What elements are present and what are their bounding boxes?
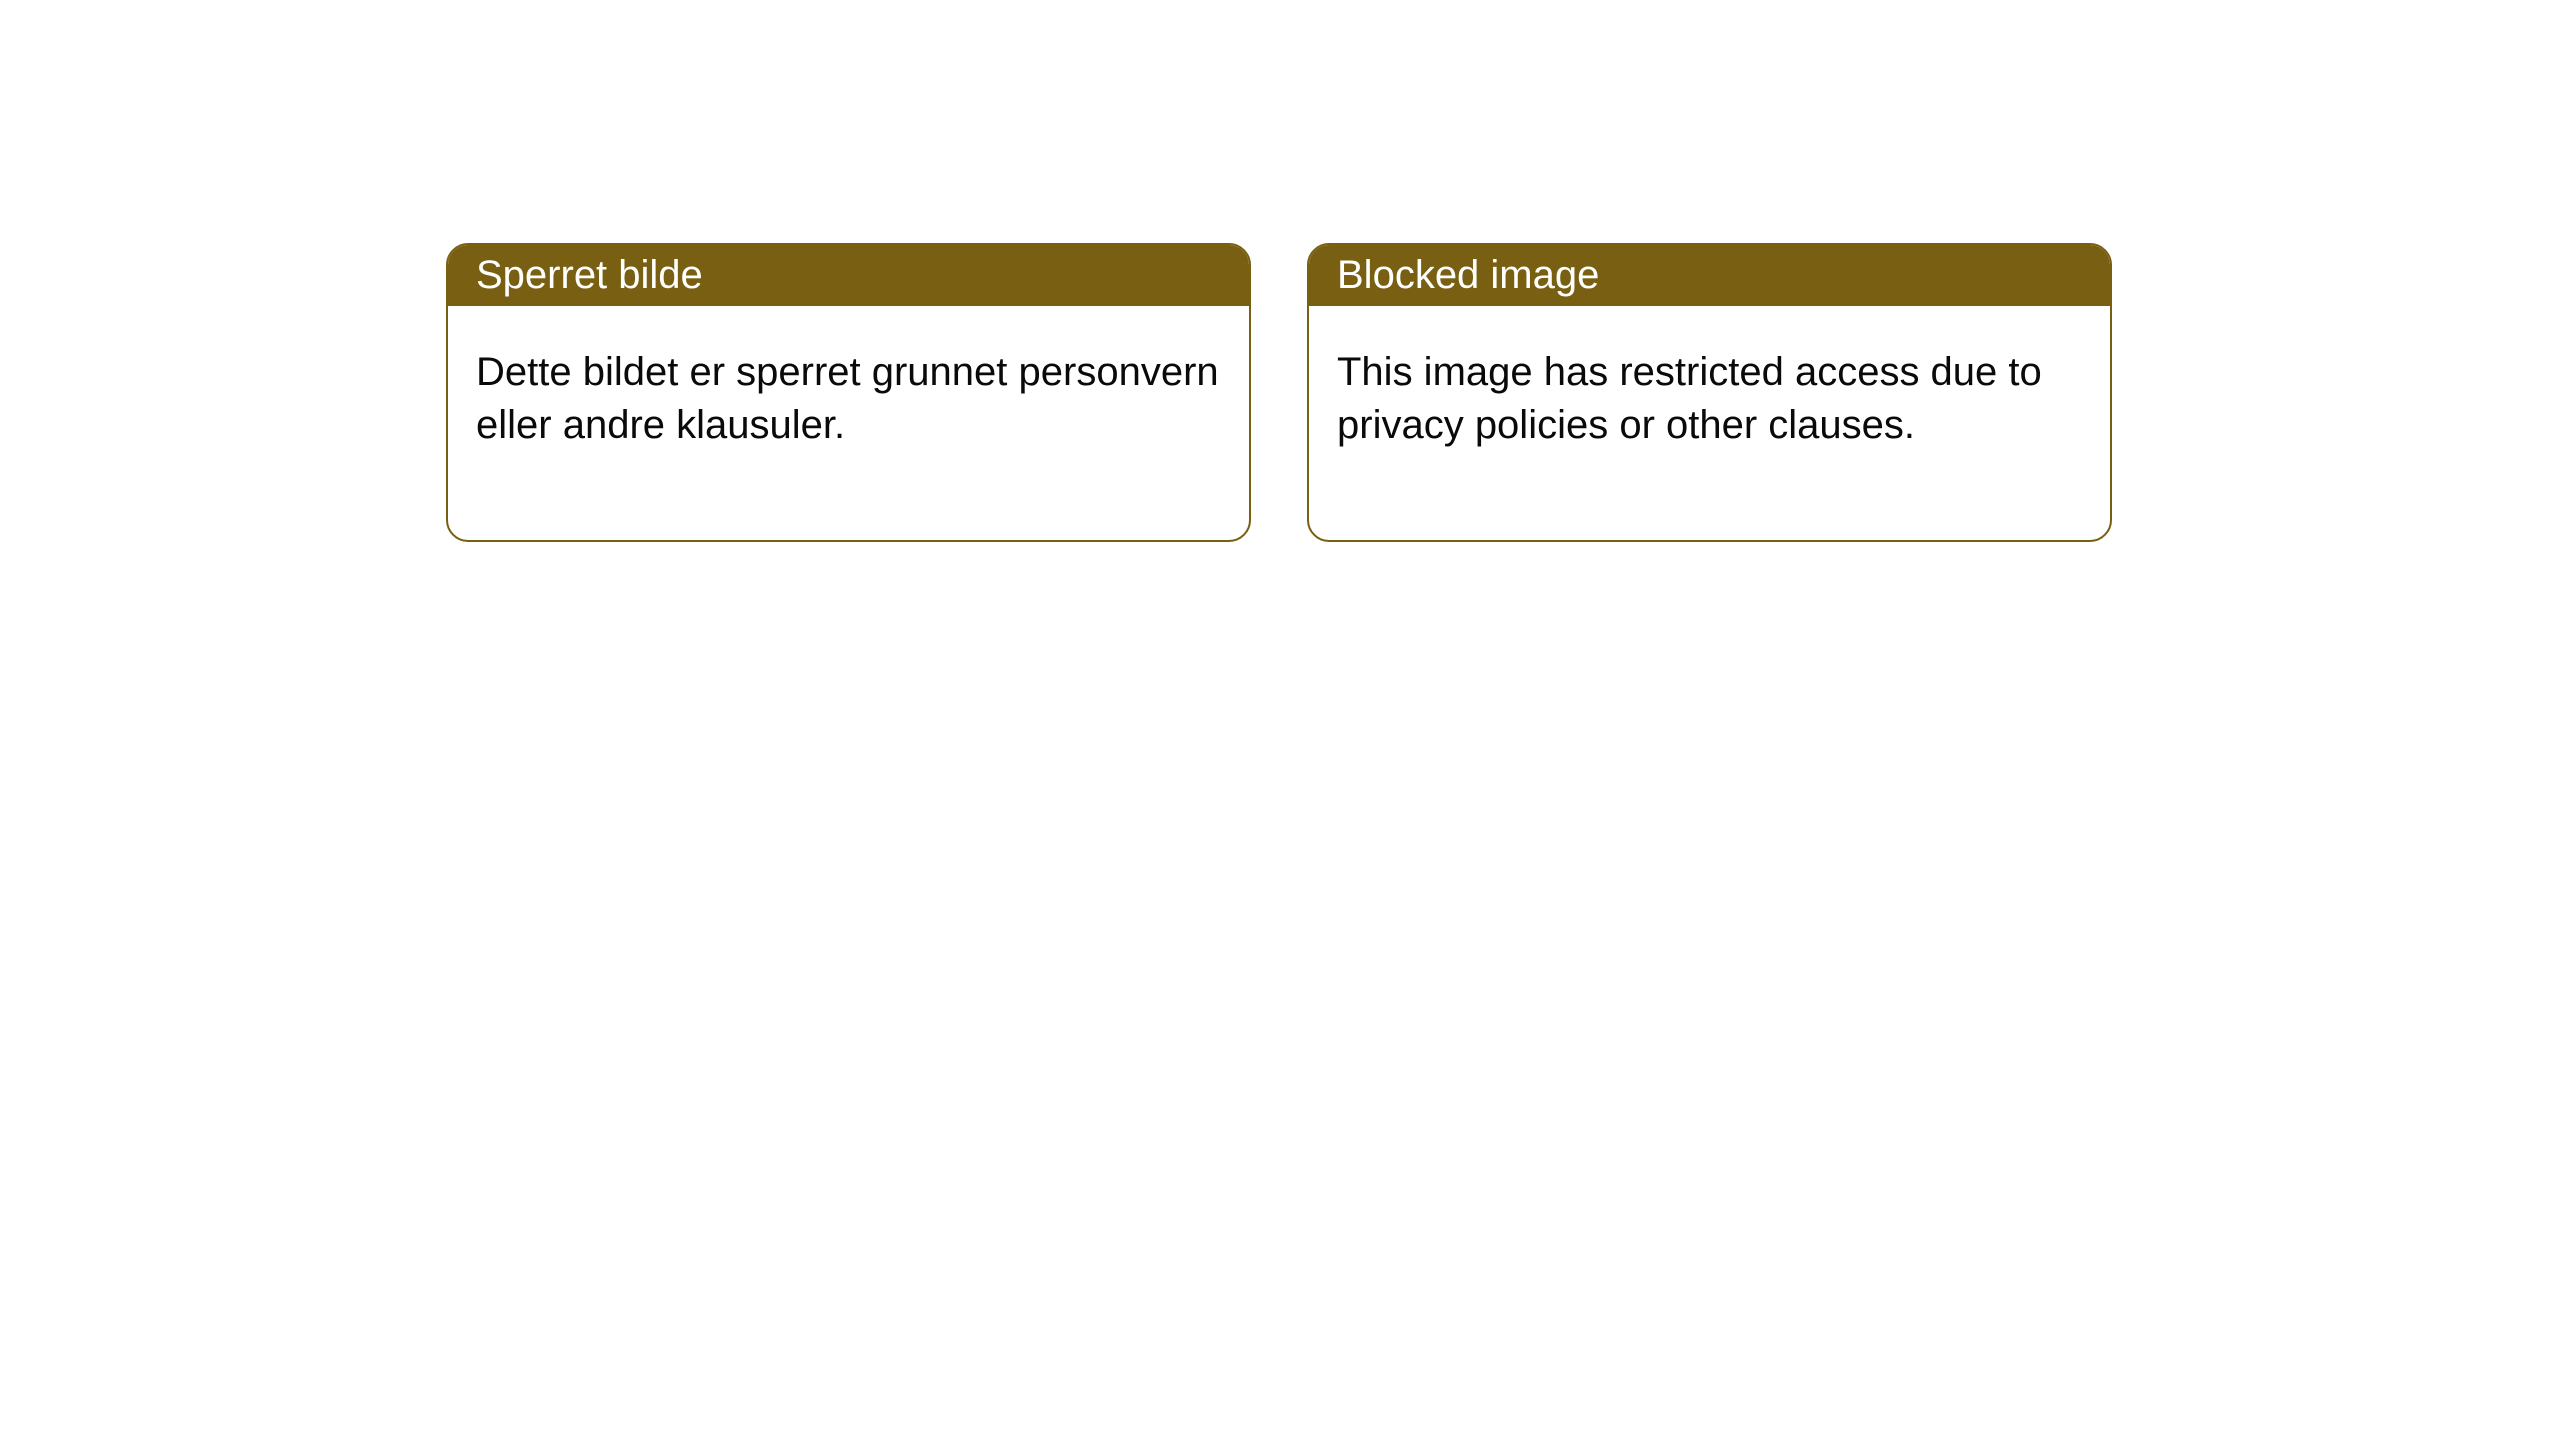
card-body-text: Dette bildet er sperret grunnet personve… <box>476 350 1219 447</box>
card-body-text: This image has restricted access due to … <box>1337 350 2042 447</box>
card-header: Blocked image <box>1309 245 2110 306</box>
card-header: Sperret bilde <box>448 245 1249 306</box>
card-body: Dette bildet er sperret grunnet personve… <box>448 306 1249 540</box>
card-title: Blocked image <box>1337 253 1599 297</box>
card-title: Sperret bilde <box>476 253 703 297</box>
card-container: Sperret bilde Dette bildet er sperret gr… <box>0 0 2560 542</box>
card-body: This image has restricted access due to … <box>1309 306 2110 540</box>
blocked-image-card-english: Blocked image This image has restricted … <box>1307 243 2112 542</box>
blocked-image-card-norwegian: Sperret bilde Dette bildet er sperret gr… <box>446 243 1251 542</box>
